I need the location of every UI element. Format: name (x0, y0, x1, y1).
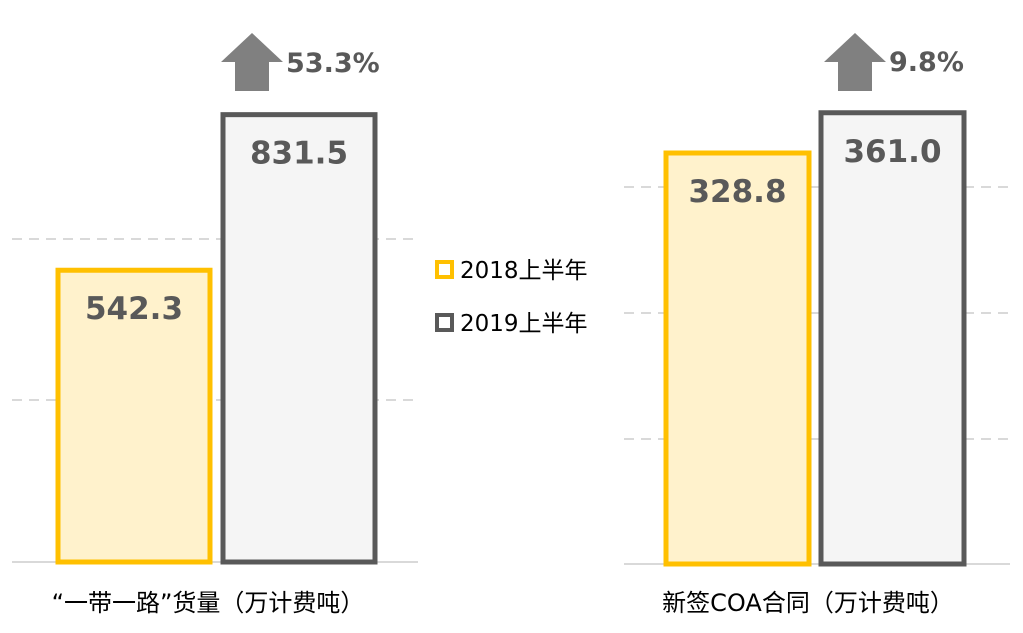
bar-2019上半年 (220, 112, 378, 565)
legend: 2018上半年 2019上半年 (435, 258, 588, 337)
legend-swatch-2019 (435, 313, 454, 332)
bar-value-label: 542.3 (85, 291, 183, 327)
bar-value-label: 831.5 (250, 136, 348, 172)
legend-swatch-2018 (435, 260, 454, 279)
right-chart-xlabel: 新签COA合同（万计费吨） (662, 589, 954, 617)
bar-value-label: 361.0 (843, 134, 941, 170)
bar-2019上半年 (818, 110, 967, 567)
growth-percentage: 53.3% (286, 48, 380, 79)
bar-value-label: 328.8 (688, 174, 786, 210)
up-arrow-icon (824, 33, 886, 91)
legend-label-2019: 2019上半年 (460, 311, 588, 337)
bar-2018上半年 (663, 150, 812, 567)
legend-label-2018: 2018上半年 (460, 258, 588, 284)
bar-2018上半年 (55, 267, 213, 565)
left-chart-xlabel: “一带一路”货量（万计费吨） (52, 589, 365, 617)
growth-percentage: 9.8% (889, 47, 964, 78)
up-arrow-icon (221, 33, 283, 91)
